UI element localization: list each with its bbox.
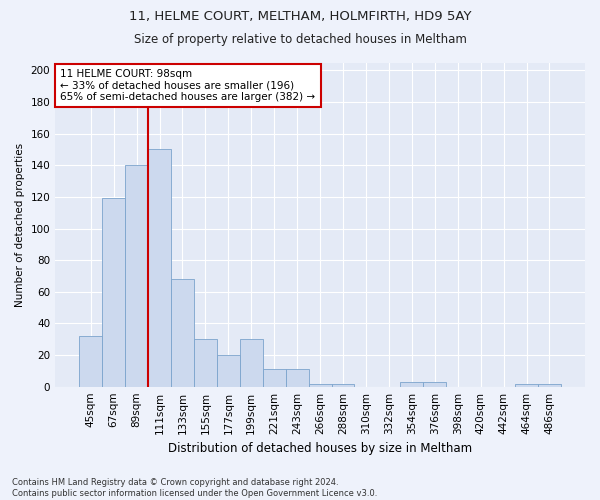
Text: Size of property relative to detached houses in Meltham: Size of property relative to detached ho…	[134, 32, 466, 46]
Bar	[423, 382, 446, 386]
Bar	[79, 336, 102, 386]
Bar	[286, 370, 308, 386]
X-axis label: Distribution of detached houses by size in Meltham: Distribution of detached houses by size …	[168, 442, 472, 455]
Y-axis label: Number of detached properties: Number of detached properties	[15, 142, 25, 306]
Bar	[332, 384, 355, 386]
Bar	[171, 279, 194, 386]
Bar	[263, 370, 286, 386]
Text: 11 HELME COURT: 98sqm
← 33% of detached houses are smaller (196)
65% of semi-det: 11 HELME COURT: 98sqm ← 33% of detached …	[61, 69, 316, 102]
Bar	[102, 198, 125, 386]
Text: 11, HELME COURT, MELTHAM, HOLMFIRTH, HD9 5AY: 11, HELME COURT, MELTHAM, HOLMFIRTH, HD9…	[129, 10, 471, 23]
Bar	[308, 384, 332, 386]
Bar	[538, 384, 561, 386]
Text: Contains HM Land Registry data © Crown copyright and database right 2024.
Contai: Contains HM Land Registry data © Crown c…	[12, 478, 377, 498]
Bar	[194, 339, 217, 386]
Bar	[217, 355, 240, 386]
Bar	[240, 339, 263, 386]
Bar	[148, 150, 171, 386]
Bar	[125, 166, 148, 386]
Bar	[515, 384, 538, 386]
Bar	[400, 382, 423, 386]
